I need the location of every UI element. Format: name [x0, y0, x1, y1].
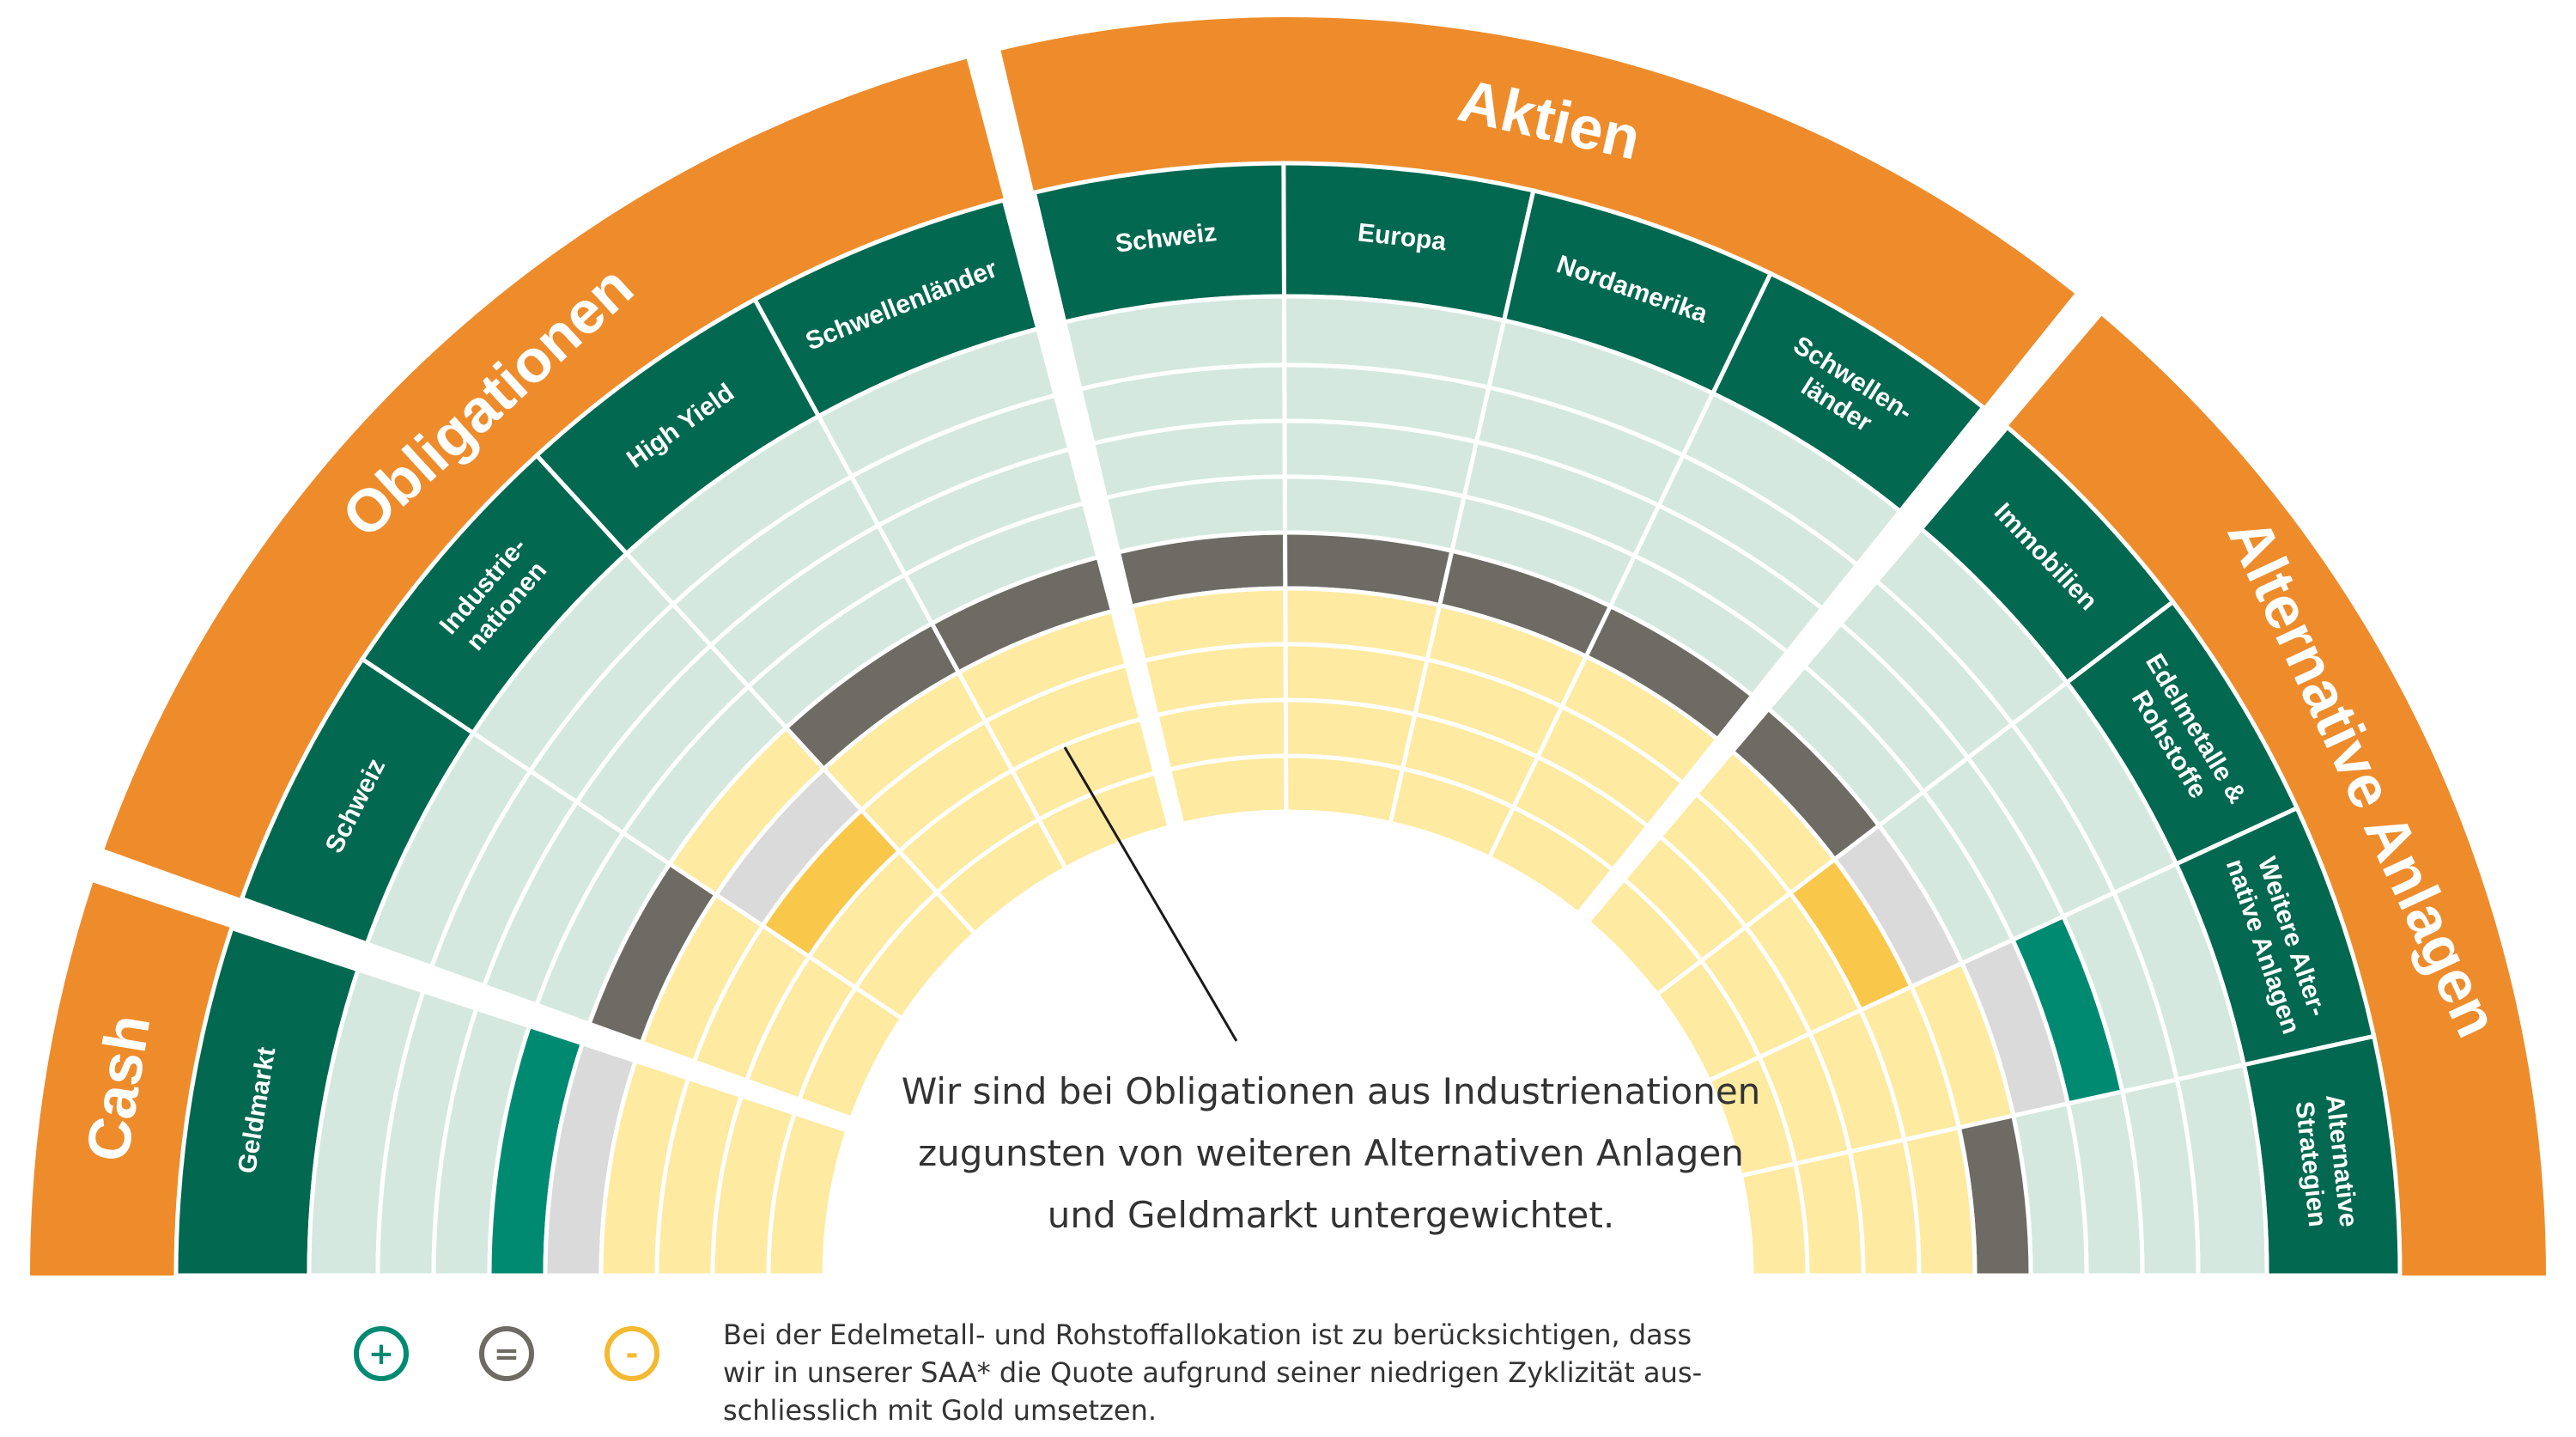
- neutral-equals-icon: =: [479, 1326, 534, 1381]
- footnote-line: schliesslich mit Gold umsetzen.: [723, 1394, 1157, 1427]
- footnote-line: wir in unserer SAA* die Quote aufgrund s…: [723, 1356, 1703, 1389]
- group-band-0: [30, 882, 232, 1276]
- overweight-plus-icon: +: [354, 1326, 409, 1381]
- footnote-text: Bei der Edelmetall- und Rohstoffallokati…: [723, 1316, 1839, 1429]
- rating-cell: [1166, 753, 1289, 827]
- rating-cell: [1486, 804, 1616, 917]
- rating-cell: [766, 1110, 851, 1278]
- ring-layer: [0, 17, 2576, 1437]
- group-band-2: [1000, 17, 2075, 408]
- svg-text:+: +: [368, 1337, 394, 1372]
- callout-line: und Geldmarkt untergewichtet.: [1047, 1194, 1615, 1236]
- callout-line: zugunsten von weiteren Alternativen Anla…: [918, 1132, 1744, 1174]
- svg-text:-: -: [626, 1337, 639, 1372]
- rating-cell: [1284, 753, 1406, 826]
- callout-text: Wir sind bei Obligationen aus Industrien…: [738, 1061, 1923, 1246]
- callout-line: Wir sind bei Obligationen aus Industrien…: [901, 1070, 1761, 1112]
- baseline-mask: [0, 1276, 2576, 1437]
- underweight-minus-icon: -: [605, 1326, 659, 1381]
- callout-leader-line: [1063, 746, 1238, 1042]
- footnote-line: Bei der Edelmetall- und Rohstoffallokati…: [723, 1318, 1692, 1351]
- group-band-1: [104, 58, 1005, 899]
- svg-text:=: =: [494, 1337, 519, 1372]
- group-band-3: [2007, 315, 2546, 1276]
- rating-cell: [1036, 770, 1173, 872]
